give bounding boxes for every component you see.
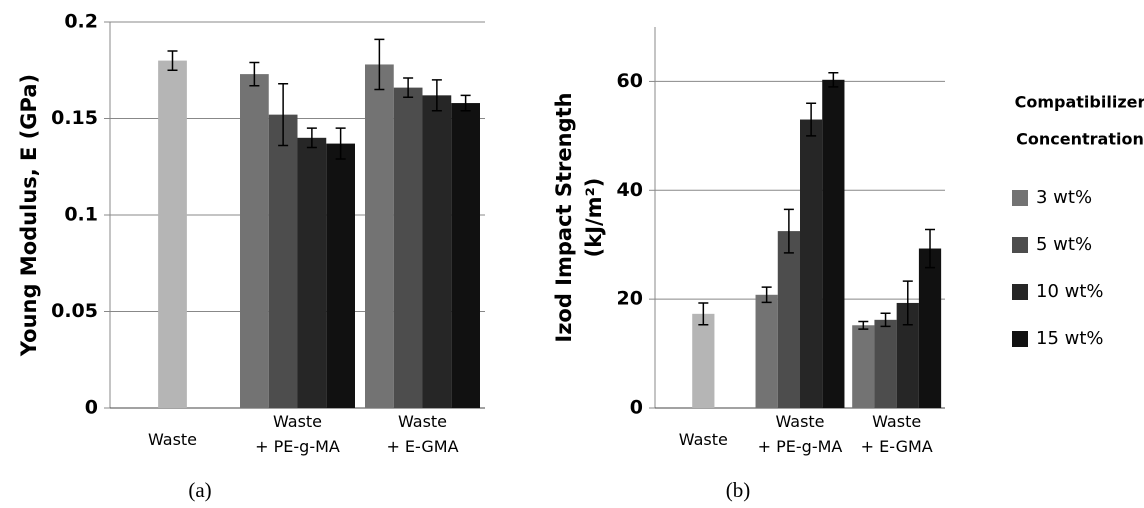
y-tick-label: 0 xyxy=(630,397,643,419)
error-bar xyxy=(828,71,839,88)
x-tick-label-line: + E-GMA xyxy=(386,437,458,456)
bar xyxy=(755,294,778,408)
error-bar xyxy=(806,102,817,137)
x-tick-label: Waste + E-GMA xyxy=(386,412,458,456)
y-axis-title-line: Izod Impact Strength xyxy=(552,92,576,342)
legend-swatch xyxy=(1012,331,1028,347)
y-tick-label: 0.2 xyxy=(64,11,98,33)
y-tick-label: 0.15 xyxy=(51,107,98,129)
error-bar xyxy=(698,302,709,326)
error-bar xyxy=(858,320,869,330)
legend-label: 3 wt% xyxy=(1036,187,1092,208)
bar xyxy=(852,325,875,408)
y-axis-title: Young Modulus, E (GPa) xyxy=(17,74,41,357)
error-bar xyxy=(783,208,794,254)
y-tick-label: 40 xyxy=(617,179,643,201)
y-tick-label: 0 xyxy=(85,397,98,419)
bar xyxy=(896,302,919,408)
error-bar xyxy=(335,127,346,160)
y-tick-label: 60 xyxy=(617,70,643,92)
bar xyxy=(297,137,327,409)
error-bar xyxy=(925,228,936,269)
legend-label: 10 wt% xyxy=(1036,281,1104,302)
legend-swatch xyxy=(1012,190,1028,206)
x-tick-label: Waste + PE-g-MA xyxy=(758,412,843,456)
bar xyxy=(365,64,394,409)
y-axis-title-line: Young Modulus, E (GPa) xyxy=(17,74,41,357)
error-bar xyxy=(761,286,772,304)
legend-swatch xyxy=(1012,284,1028,300)
y-axis-title-line: (kJ/m²) xyxy=(582,178,606,258)
x-tick-label-line: Waste xyxy=(398,412,447,431)
bar xyxy=(874,319,897,408)
bar xyxy=(326,143,355,408)
bar xyxy=(800,119,823,409)
x-tick-label-line: Waste xyxy=(775,412,824,431)
x-tick-label: Waste + PE-g-MA xyxy=(255,412,340,456)
bar xyxy=(268,114,298,408)
bar xyxy=(240,74,269,409)
y-tick-label: 0.1 xyxy=(64,204,98,226)
x-tick-label-line: Waste xyxy=(273,412,322,431)
bar xyxy=(422,95,452,408)
error-bar xyxy=(249,61,260,87)
y-axis-title: Izod Impact Strength (kJ/m²) xyxy=(552,92,606,342)
y-tick-label: 0.05 xyxy=(51,300,98,322)
x-tick-label-line: Waste xyxy=(872,412,921,431)
legend-label: 5 wt% xyxy=(1036,234,1092,255)
error-bar xyxy=(403,77,414,99)
error-bar xyxy=(167,50,178,71)
bar xyxy=(918,248,942,408)
legend-label: 15 wt% xyxy=(1036,328,1104,349)
x-tick-label-line: Waste xyxy=(679,430,728,449)
error-bar xyxy=(431,79,442,112)
legend-title: Compatibilizer xyxy=(1015,93,1144,112)
x-tick-label-line: Waste xyxy=(148,430,197,449)
bar xyxy=(777,231,800,408)
bar xyxy=(451,103,480,408)
legend-swatch xyxy=(1012,237,1028,253)
panel-caption: (b) xyxy=(726,478,751,502)
x-tick-label: Waste xyxy=(148,430,197,449)
error-bar xyxy=(880,312,891,328)
legend-title: Concentration xyxy=(1016,130,1144,149)
error-bar xyxy=(460,94,471,112)
bar xyxy=(692,313,715,408)
x-tick-label: Waste + E-GMA xyxy=(861,412,933,456)
bar xyxy=(822,79,845,408)
x-tick-label-line: + PE-g-MA xyxy=(758,437,843,456)
error-bar xyxy=(374,38,385,91)
x-tick-label-line: + E-GMA xyxy=(861,437,933,456)
x-tick-label-line: + PE-g-MA xyxy=(255,437,340,456)
error-bar xyxy=(278,83,289,147)
error-bar xyxy=(306,127,317,149)
bar xyxy=(158,60,187,408)
panel-caption: (a) xyxy=(188,478,211,502)
x-tick-label: Waste xyxy=(679,430,728,449)
bar xyxy=(393,87,423,409)
y-tick-label: 20 xyxy=(617,288,643,310)
error-bar xyxy=(902,280,913,326)
